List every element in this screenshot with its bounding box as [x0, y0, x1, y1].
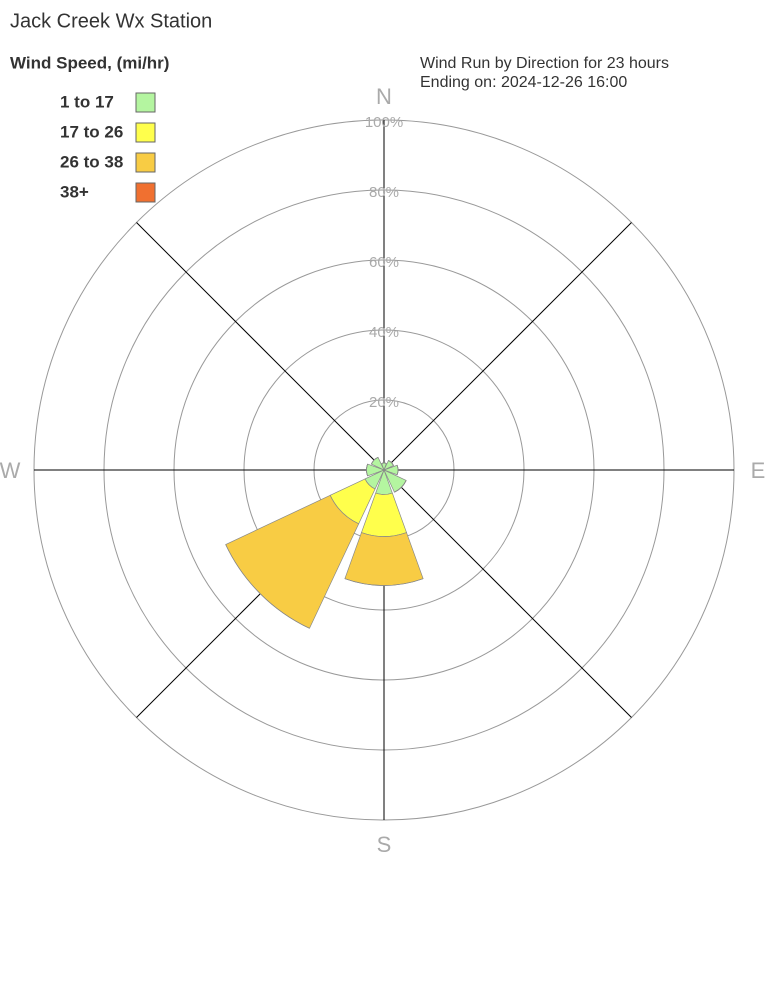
spoke — [383, 222, 632, 471]
r-tick-label: 60% — [369, 254, 399, 271]
legend-title: Wind Speed, (mi/hr) — [10, 53, 169, 72]
compass-label: N — [376, 84, 392, 109]
wedge — [396, 465, 399, 475]
legend-label: 17 to 26 — [60, 122, 123, 141]
chart-title: Jack Creek Wx Station — [10, 10, 212, 32]
wedge — [394, 480, 407, 493]
r-tick-label: 100% — [365, 114, 403, 131]
subtitle: Wind Run by Direction for 23 hours — [420, 55, 669, 72]
wedge — [344, 578, 424, 586]
spoke — [136, 222, 385, 471]
wedge — [371, 457, 379, 465]
wedge — [366, 463, 368, 477]
legend-swatch — [135, 122, 156, 143]
legend-label: 1 to 17 — [60, 92, 114, 111]
wedge — [344, 532, 424, 586]
legend-swatch — [135, 92, 156, 113]
subtitle: Ending on: 2024-12-26 16:00 — [420, 74, 627, 91]
r-tick-label: 20% — [369, 394, 399, 411]
r-tick-label: 80% — [369, 184, 399, 201]
legend-label: 26 to 38 — [60, 152, 123, 171]
compass-label: W — [0, 458, 21, 483]
compass-label: S — [377, 832, 392, 857]
legend-label: 38+ — [60, 182, 89, 201]
compass-label: E — [751, 458, 766, 483]
spoke — [383, 469, 632, 718]
legend-swatch — [135, 182, 156, 203]
r-tick-label: 40% — [369, 324, 399, 341]
wedge — [388, 460, 394, 466]
legend-swatch — [135, 152, 156, 173]
